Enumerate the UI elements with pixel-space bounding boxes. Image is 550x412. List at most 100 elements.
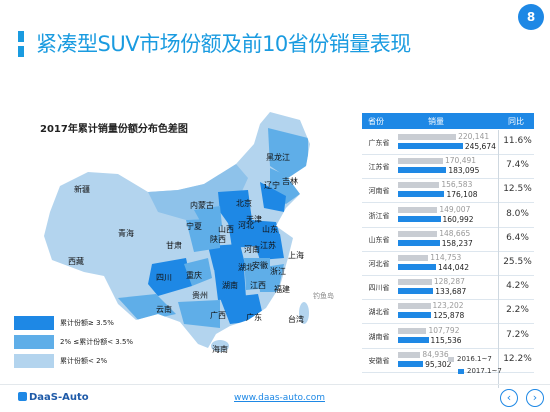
province-name: 四川省 bbox=[368, 284, 390, 293]
logo-text: DaaS-Auto bbox=[29, 392, 89, 403]
province-label: 吉林 bbox=[282, 176, 298, 186]
bar-2016 bbox=[398, 327, 427, 334]
province-label: 湖北 bbox=[238, 263, 254, 272]
bar-legend-2017: 2017.1~7 bbox=[458, 367, 502, 375]
value-label-2016: 148,665 bbox=[439, 228, 471, 238]
table-row: 安徽省 84,936 95,302 12.2% bbox=[362, 348, 534, 373]
bar-2017 bbox=[398, 215, 441, 222]
province-name: 广东省 bbox=[368, 139, 390, 147]
province-label: 天津 bbox=[246, 214, 262, 224]
bar-2016 bbox=[398, 279, 432, 286]
value-label-2016: 156,583 bbox=[441, 180, 473, 190]
province-label: 云南 bbox=[156, 304, 172, 314]
title-accent-bar bbox=[18, 31, 24, 57]
bar-legend-label-2017: 2017.1~7 bbox=[467, 367, 502, 375]
value-label-2016: 149,007 bbox=[439, 204, 471, 214]
legend-swatch-low bbox=[14, 354, 54, 368]
bar-2017 bbox=[398, 312, 432, 319]
province-label: 北京 bbox=[236, 198, 252, 208]
province-label: 贵州 bbox=[192, 290, 208, 300]
bar-2016 bbox=[398, 230, 438, 237]
legend-label-mid: 2% ≤累计份额< 3.5% bbox=[60, 338, 134, 346]
chevron-right-icon: › bbox=[532, 391, 538, 404]
province-label: 西藏 bbox=[68, 256, 84, 266]
province-label: 辽宁 bbox=[264, 180, 280, 190]
header-growth: 同比 bbox=[508, 117, 524, 126]
table-row: 湖南省 107,792 115,536 7.2% bbox=[362, 324, 534, 349]
value-label-2016: 84,936 bbox=[422, 349, 449, 359]
bar-2016 bbox=[398, 255, 429, 261]
header-sales: 销量 bbox=[428, 117, 444, 126]
page-number-badge: 8 bbox=[518, 4, 544, 30]
province-label: 甘肃 bbox=[166, 240, 182, 250]
bar-2017 bbox=[398, 264, 437, 270]
bar-2016 bbox=[398, 351, 421, 358]
growth-value: 12.2% bbox=[503, 353, 532, 364]
value-label-2017: 95,302 bbox=[425, 359, 452, 369]
province-label: 四川 bbox=[156, 273, 172, 282]
value-label-2016: 107,792 bbox=[428, 325, 460, 335]
legend-label-low: 累计份额< 2% bbox=[60, 357, 108, 365]
province-label: 新疆 bbox=[74, 184, 90, 194]
hainan-region bbox=[211, 340, 229, 352]
website-link[interactable]: www.daas-auto.com bbox=[234, 393, 325, 403]
legend-label-high: 累计份额≥ 3.5% bbox=[60, 319, 114, 327]
province-label: 宁夏 bbox=[186, 221, 202, 231]
province-label: 海南 bbox=[212, 344, 228, 354]
taiwan-region bbox=[299, 302, 309, 324]
province-label: 浙江 bbox=[270, 266, 286, 276]
province-regions bbox=[44, 112, 310, 348]
province-label: 安徽 bbox=[252, 260, 268, 270]
table-row: 河北省 114,753 144,042 25.5% bbox=[362, 251, 534, 276]
province-name: 河北省 bbox=[368, 260, 390, 268]
value-label-2017: 183,095 bbox=[448, 166, 480, 176]
bar-2017 bbox=[398, 191, 445, 198]
table-row: 浙江省 149,007 160,992 8.0% bbox=[362, 203, 534, 228]
table-row: 广东省 220,141 245,674 11.6% bbox=[362, 130, 534, 155]
value-label-2017: 160,992 bbox=[442, 214, 474, 224]
prev-page-button[interactable]: ‹ bbox=[500, 389, 518, 407]
footer-divider bbox=[0, 384, 550, 385]
growth-value: 12.5% bbox=[503, 184, 532, 195]
legend-swatch-high bbox=[14, 316, 54, 330]
diaoyu-island-note: 钓鱼岛 bbox=[313, 292, 334, 300]
province-label: 河南 bbox=[244, 244, 260, 254]
province-label: 福建 bbox=[274, 284, 290, 294]
province-label: 广西 bbox=[210, 310, 226, 320]
province-name: 浙江省 bbox=[368, 211, 390, 220]
province-name: 江苏省 bbox=[368, 163, 390, 172]
value-label-2016: 170,491 bbox=[445, 156, 477, 166]
bar-legend-swatch-2016 bbox=[448, 356, 454, 362]
bar-2017 bbox=[398, 336, 429, 343]
footer-logo: DaaS-Auto bbox=[18, 392, 89, 403]
province-label: 台湾 bbox=[288, 314, 304, 324]
legend-item-low: 累计份额< 2% bbox=[14, 354, 174, 368]
province-label: 江苏 bbox=[260, 240, 276, 250]
growth-value: 6.4% bbox=[506, 232, 529, 243]
china-map: 黑龙江 吉林 辽宁 内蒙古 新疆 青海 西藏 甘肃 宁夏 陕西 山西 北京 天津 河北 山东 河南 江苏 安徽 上海… bbox=[8, 108, 350, 372]
growth-value: 11.6% bbox=[503, 136, 532, 146]
province-label: 江西 bbox=[250, 281, 266, 290]
legend-swatch-mid bbox=[14, 335, 54, 349]
value-label-2017: 158,237 bbox=[441, 238, 473, 248]
province-label: 上海 bbox=[288, 250, 304, 260]
province-label: 湖南 bbox=[222, 280, 238, 290]
chevron-left-icon: ‹ bbox=[506, 391, 512, 404]
province-label: 山东 bbox=[262, 224, 278, 234]
bar-2017 bbox=[398, 360, 424, 367]
bar-2016 bbox=[398, 134, 457, 140]
province-name: 湖南省 bbox=[368, 332, 390, 341]
bar-2016 bbox=[398, 158, 443, 165]
value-label-2017: 144,042 bbox=[438, 263, 470, 272]
map-title: 2017年累计销量份额分布色差图 bbox=[40, 124, 188, 135]
bar-2017 bbox=[398, 288, 434, 295]
province-label: 黑龙江 bbox=[266, 152, 290, 162]
value-label-2016: 128,287 bbox=[433, 277, 465, 287]
page-title: 紧凑型SUV市场份额及前10省份销量表现 bbox=[36, 32, 411, 56]
next-page-button[interactable]: › bbox=[526, 389, 544, 407]
header-province: 省份 bbox=[368, 117, 384, 126]
province-label: 内蒙古 bbox=[190, 200, 214, 210]
bar-legend-swatch-2017 bbox=[458, 368, 464, 374]
province-label: 河北 bbox=[238, 220, 254, 230]
